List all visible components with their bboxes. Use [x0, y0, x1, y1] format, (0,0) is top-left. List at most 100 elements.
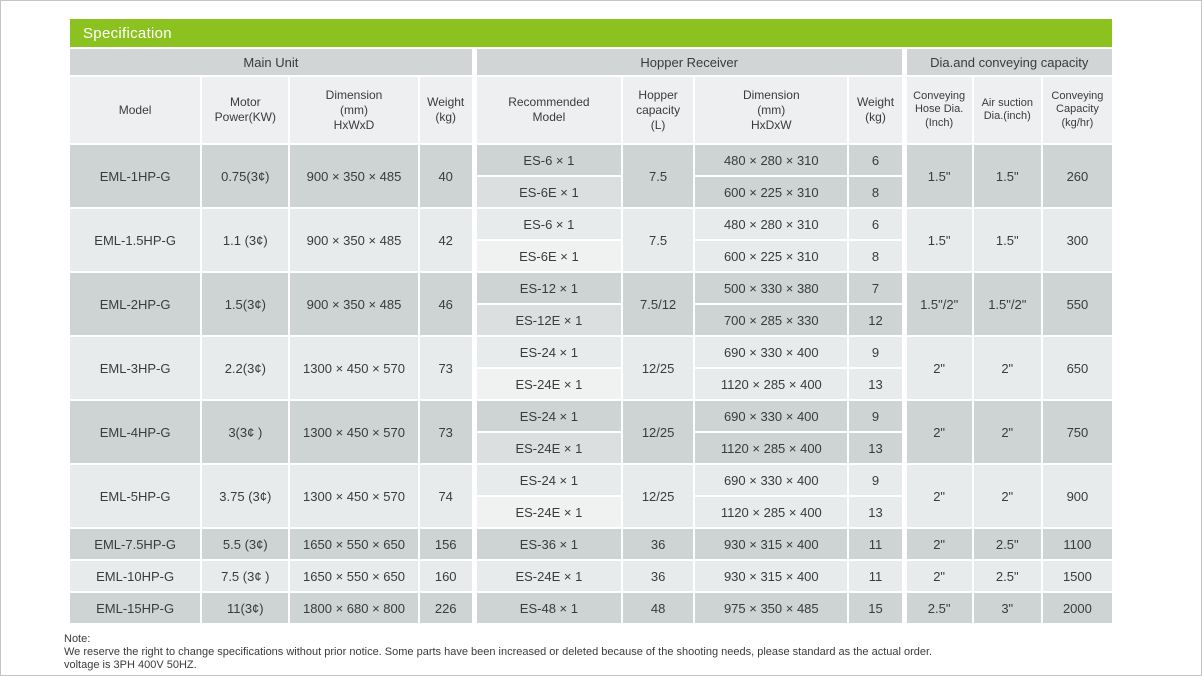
cell-recommended-model: ES-12E × 1 [473, 305, 622, 335]
cell-main-dimension: 1800 × 680 × 800 [290, 593, 418, 623]
cell-recommended-model: ES-12 × 1 [473, 273, 622, 303]
cell-main-weight: 40 [419, 145, 472, 207]
cell-hopper-weight: 12 [849, 305, 902, 335]
cell-hose-dia: 1.5" [903, 145, 972, 207]
group-header-dia-conveying-capacity: Dia.and conveying capacity [903, 49, 1112, 75]
cell-model: EML-2HP-G [70, 273, 201, 335]
cell-model: EML-15HP-G [70, 593, 201, 623]
cell-air-suction-dia: 2.5" [973, 561, 1041, 591]
cell-conveying-capacity: 1500 [1042, 561, 1112, 591]
cell-hopper-capacity: 36 [623, 529, 694, 559]
cell-hopper-dimension: 480 × 280 × 310 [695, 145, 848, 175]
cell-air-suction-dia: 2" [973, 401, 1041, 463]
cell-hopper-dimension: 1120 × 285 × 400 [695, 497, 848, 527]
cell-main-weight: 73 [419, 401, 472, 463]
cell-hose-dia: 2" [903, 561, 972, 591]
col-header-hopper-weight: Weight (kg) [849, 77, 902, 143]
cell-air-suction-dia: 2" [973, 465, 1041, 527]
cell-main-dimension: 1650 × 550 × 650 [290, 561, 418, 591]
cell-hopper-dimension: 690 × 330 × 400 [695, 337, 848, 367]
cell-motor-power: 0.75(3¢) [202, 145, 289, 207]
cell-main-weight: 74 [419, 465, 472, 527]
col-header-main-weight: Weight (kg) [419, 77, 472, 143]
cell-hopper-dimension: 930 × 315 × 400 [695, 561, 848, 591]
cell-main-dimension: 900 × 350 × 485 [290, 273, 418, 335]
cell-hopper-weight: 11 [849, 561, 902, 591]
cell-hopper-weight: 6 [849, 145, 902, 175]
specification-section: Specification Main Unit Hopper Receiver … [70, 19, 1112, 625]
cell-recommended-model: ES-24E × 1 [473, 497, 622, 527]
cell-hopper-weight: 11 [849, 529, 902, 559]
cell-recommended-model: ES-6 × 1 [473, 209, 622, 239]
cell-main-weight: 226 [419, 593, 472, 623]
col-header-motor-power: Motor Power(KW) [202, 77, 289, 143]
cell-recommended-model: ES-48 × 1 [473, 593, 622, 623]
cell-hopper-capacity: 7.5 [623, 209, 694, 271]
table-subrow: ES-12E × 1 700 × 285 × 330 12 [70, 305, 1112, 335]
footnote-label: Note: [64, 633, 91, 645]
cell-hose-dia: 1.5" [903, 209, 972, 271]
cell-hopper-dimension: 500 × 330 × 380 [695, 273, 848, 303]
cell-air-suction-dia: 3" [973, 593, 1041, 623]
cell-motor-power: 11(3¢) [202, 593, 289, 623]
table-row: EML-5HP-G 3.75 (3¢) 1300 × 450 × 570 74 … [70, 465, 1112, 527]
cell-motor-power: 1.5(3¢) [202, 273, 289, 335]
col-header-hopper-capacity: Hopper capacity (L) [623, 77, 694, 143]
cell-recommended-model: ES-6E × 1 [473, 241, 622, 271]
cell-main-dimension: 900 × 350 × 485 [290, 209, 418, 271]
cell-recommended-model: ES-36 × 1 [473, 529, 622, 559]
footnote-line-2: voltage is 3PH 400V 50HZ. [64, 659, 197, 671]
col-header-air-suction-dia: Air suction Dia.(inch) [973, 77, 1041, 143]
cell-conveying-capacity: 900 [1042, 465, 1112, 527]
cell-recommended-model: ES-6E × 1 [473, 177, 622, 207]
cell-air-suction-dia: 1.5" [973, 145, 1041, 207]
cell-hopper-weight: 6 [849, 209, 902, 239]
cell-model: EML-1HP-G [70, 145, 201, 207]
footnote: Note: We reserve the right to change spe… [64, 633, 1154, 672]
cell-model: EML-5HP-G [70, 465, 201, 527]
table-row: EML-4HP-G 3(3¢ ) 1300 × 450 × 570 73 ES-… [70, 401, 1112, 463]
table-row: EML-3HP-G 2.2(3¢) 1300 × 450 × 570 73 ES… [70, 337, 1112, 399]
table-row: EML-10HP-G 7.5 (3¢ ) 1650 × 550 × 650 16… [70, 561, 1112, 591]
cell-main-dimension: 1300 × 450 × 570 [290, 337, 418, 399]
cell-hopper-dimension: 930 × 315 × 400 [695, 529, 848, 559]
group-header-hopper-receiver: Hopper Receiver [473, 49, 902, 75]
cell-hopper-weight: 9 [849, 465, 902, 495]
cell-model: EML-7.5HP-G [70, 529, 201, 559]
cell-main-dimension: 900 × 350 × 485 [290, 145, 418, 207]
cell-hopper-dimension: 1120 × 285 × 400 [695, 433, 848, 463]
cell-hopper-weight: 15 [849, 593, 902, 623]
col-header-conveying-hose-dia: Conveying Hose Dia. (Inch) [903, 77, 972, 143]
cell-hopper-capacity: 7.5 [623, 145, 694, 207]
cell-main-weight: 73 [419, 337, 472, 399]
cell-conveying-capacity: 260 [1042, 145, 1112, 207]
cell-hopper-capacity: 12/25 [623, 337, 694, 399]
cell-hopper-weight: 8 [849, 241, 902, 271]
cell-hopper-capacity: 36 [623, 561, 694, 591]
cell-hopper-dimension: 480 × 280 × 310 [695, 209, 848, 239]
table-row: EML-15HP-G 11(3¢) 1800 × 680 × 800 226 E… [70, 593, 1112, 623]
cell-air-suction-dia: 1.5"/2" [973, 273, 1041, 335]
cell-hopper-capacity: 12/25 [623, 465, 694, 527]
cell-hopper-weight: 13 [849, 433, 902, 463]
cell-hose-dia: 2.5" [903, 593, 972, 623]
cell-main-weight: 46 [419, 273, 472, 335]
cell-hose-dia: 2" [903, 529, 972, 559]
cell-hopper-dimension: 700 × 285 × 330 [695, 305, 848, 335]
cell-motor-power: 3(3¢ ) [202, 401, 289, 463]
cell-recommended-model: ES-24E × 1 [473, 561, 622, 591]
cell-main-weight: 160 [419, 561, 472, 591]
cell-hopper-dimension: 690 × 330 × 400 [695, 401, 848, 431]
cell-motor-power: 1.1 (3¢) [202, 209, 289, 271]
cell-hopper-weight: 8 [849, 177, 902, 207]
cell-hopper-dimension: 1120 × 285 × 400 [695, 369, 848, 399]
cell-hopper-weight: 9 [849, 337, 902, 367]
cell-main-dimension: 1300 × 450 × 570 [290, 401, 418, 463]
cell-air-suction-dia: 2" [973, 337, 1041, 399]
col-header-recommended-model: Recommended Model [473, 77, 622, 143]
cell-conveying-capacity: 550 [1042, 273, 1112, 335]
specification-title-bar: Specification [70, 19, 1112, 47]
cell-recommended-model: ES-6 × 1 [473, 145, 622, 175]
col-header-main-dimension: Dimension (mm) HxWxD [290, 77, 418, 143]
